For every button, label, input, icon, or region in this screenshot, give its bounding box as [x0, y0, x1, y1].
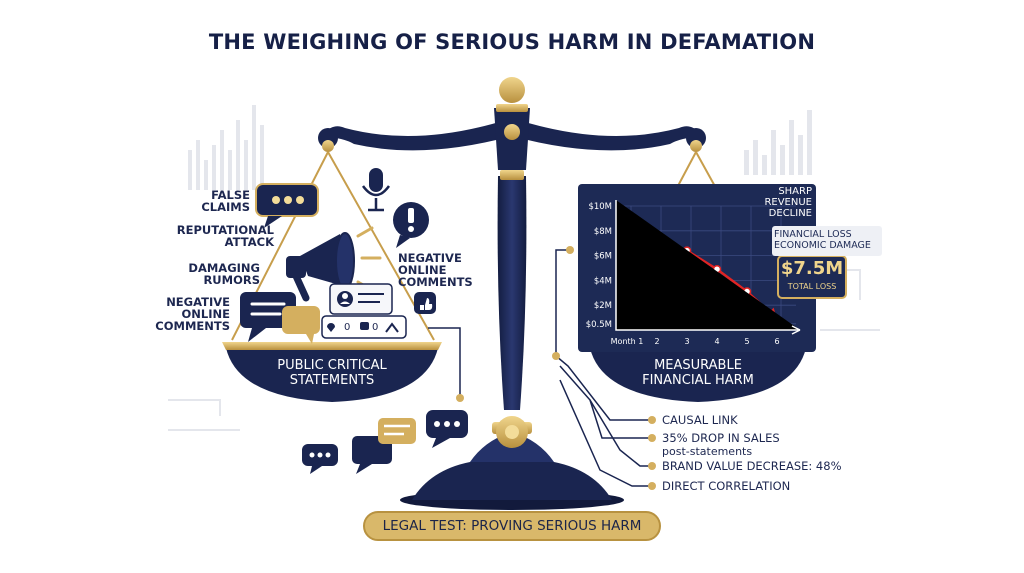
chart-xtick-label: Month 1: [611, 337, 644, 346]
legal-test-banner: LEGAL TEST: PROVING SERIOUS HARM: [363, 511, 661, 541]
page-title: THE WEIGHING OF SERIOUS HARM IN DEFAMATI…: [208, 30, 816, 54]
chart-axes: [615, 200, 801, 335]
chart-xtick-label: 4: [714, 337, 719, 346]
chart-annotation-sharp-decline: SHARP REVENUE DECLINE: [764, 186, 812, 219]
speech-bubble-icon: [240, 292, 320, 344]
label-false-claims: FALSE CLAIMS: [201, 188, 250, 214]
social-post-card: [321, 283, 407, 339]
right-pan-label: MEASURABLE FINANCIAL HARM: [642, 358, 754, 388]
loss-label-box: [772, 226, 882, 256]
chart-xtick-label: 5: [744, 337, 749, 346]
speech-bubble-icon: [302, 410, 468, 474]
callout-dots: [552, 246, 656, 490]
chart-ytick-label: $8M: [594, 227, 612, 237]
exclamation-icon: [393, 202, 429, 248]
thumbs-up-icon: [414, 292, 436, 314]
chart-ytick-label: $4M: [594, 276, 612, 286]
callout-drop-subtext: post-statements: [662, 445, 753, 458]
total-loss-value: $7.5M: [780, 258, 844, 279]
label-reputational-attack: REPUTATIONAL ATTACK: [176, 223, 274, 249]
chart-ytick-label: $6M: [594, 252, 612, 262]
connector-left: [428, 327, 461, 398]
chart-ytick-label: $0.5M: [586, 320, 612, 330]
chart-ticks: $0.5M $2M $4M $6M $8M $10M Month 1 2 3 4 5 6: [586, 202, 780, 346]
callout-causal-link: CAUSAL LINK: [662, 413, 738, 427]
chart-xtick-label: 3: [684, 337, 689, 346]
callout-connectors: [555, 249, 652, 487]
connector-dot: [456, 394, 464, 402]
label-negative-online-comments-left: NEGATIVE ONLINE COMMENTS: [155, 295, 230, 333]
callout-direct-correlation: DIRECT CORRELATION: [662, 479, 791, 493]
callout-drop-in-sales: 35% DROP IN SALES: [662, 431, 780, 445]
loss-label: FINANCIAL LOSS ECONOMIC DAMAGE: [774, 229, 871, 251]
background-pattern: [188, 105, 812, 190]
chart-xtick-label: 6: [774, 337, 779, 346]
label-damaging-rumors: DAMAGING RUMORS: [188, 261, 260, 287]
callout-brand-value: BRAND VALUE DECREASE: 48%: [662, 459, 842, 473]
total-loss-label: TOTAL LOSS: [787, 282, 837, 291]
chart-ytick-label: $10M: [588, 202, 612, 212]
speech-bubble-icon: [255, 183, 319, 228]
left-pan-label: PUBLIC CRITICAL STATEMENTS: [277, 358, 387, 388]
chart-ytick-label: $2M: [594, 301, 612, 311]
label-negative-online-comments-right: NEGATIVE ONLINE COMMENTS: [398, 251, 473, 289]
chart-xtick-label: 2: [654, 337, 659, 346]
comments-count: 0: [372, 322, 379, 333]
background-lines: [168, 399, 240, 431]
microphone-icon: [361, 168, 391, 212]
likes-count: 0: [344, 322, 351, 333]
